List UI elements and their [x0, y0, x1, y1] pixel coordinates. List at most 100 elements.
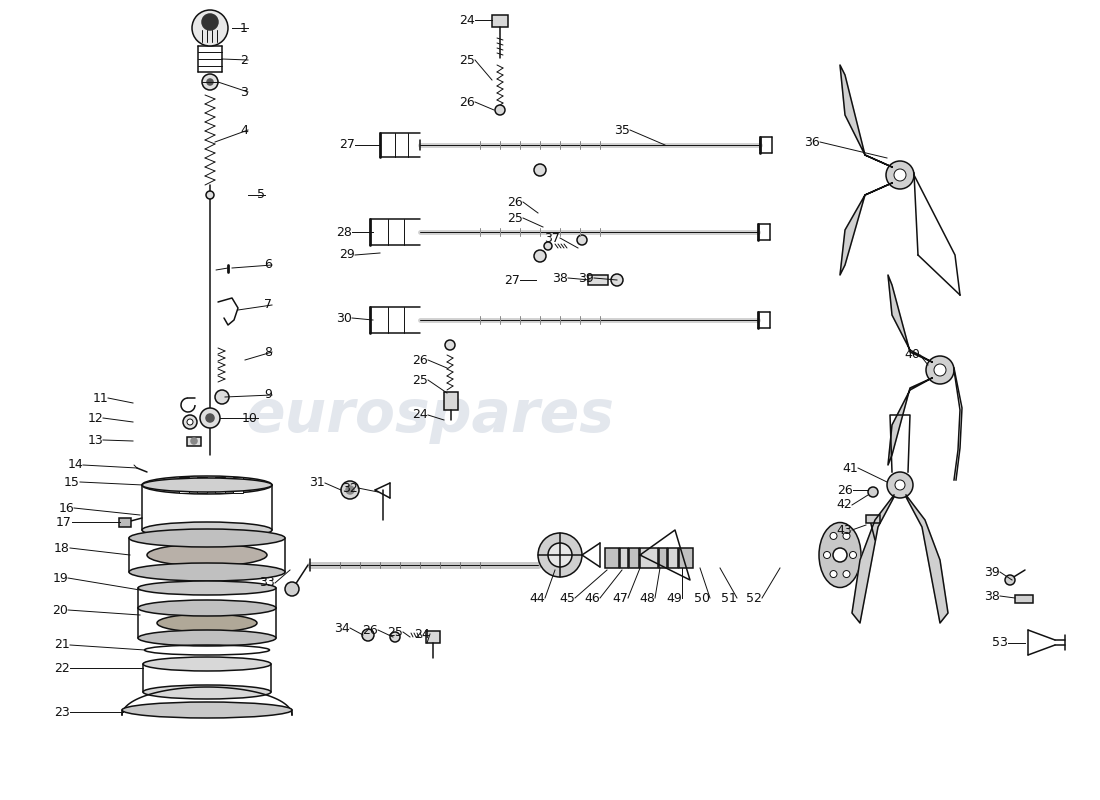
Circle shape [824, 551, 830, 558]
Text: 20: 20 [52, 603, 68, 617]
Text: 27: 27 [339, 138, 355, 151]
Circle shape [833, 548, 847, 562]
Bar [866, 515, 880, 523]
Circle shape [843, 533, 850, 539]
Bar [640, 548, 658, 568]
Circle shape [192, 10, 228, 46]
Bar [444, 392, 458, 410]
Circle shape [887, 472, 913, 498]
Ellipse shape [147, 544, 267, 566]
Ellipse shape [129, 529, 285, 547]
Bar [605, 548, 619, 568]
Text: 24: 24 [412, 409, 428, 422]
Text: 25: 25 [507, 211, 522, 225]
Circle shape [895, 480, 905, 490]
Bar [1015, 595, 1033, 603]
Bar [179, 477, 189, 493]
Text: 38: 38 [984, 590, 1000, 602]
Text: 37: 37 [544, 231, 560, 245]
Circle shape [200, 408, 220, 428]
Text: 23: 23 [54, 706, 70, 718]
Text: 10: 10 [242, 411, 258, 425]
Ellipse shape [157, 614, 257, 632]
Circle shape [362, 629, 374, 641]
Text: 4: 4 [240, 123, 248, 137]
Text: 39: 39 [579, 271, 594, 285]
Text: 38: 38 [552, 271, 568, 285]
Text: 29: 29 [339, 249, 355, 262]
Text: 11: 11 [92, 391, 108, 405]
Text: 26: 26 [362, 623, 378, 637]
Text: 5: 5 [257, 189, 265, 202]
Text: 50: 50 [694, 591, 710, 605]
Circle shape [341, 481, 359, 499]
Bar [233, 477, 243, 493]
Text: 25: 25 [412, 374, 428, 386]
Bar [426, 631, 440, 643]
Circle shape [206, 191, 214, 199]
Ellipse shape [143, 657, 271, 671]
Text: 44: 44 [529, 591, 544, 605]
Circle shape [578, 235, 587, 245]
Text: 30: 30 [337, 311, 352, 325]
Ellipse shape [820, 522, 861, 587]
Circle shape [202, 14, 218, 30]
Text: 33: 33 [260, 577, 275, 590]
Text: 46: 46 [584, 591, 600, 605]
Circle shape [544, 242, 552, 250]
Text: 51: 51 [722, 591, 737, 605]
Text: 22: 22 [54, 662, 70, 674]
Text: eurospares: eurospares [245, 386, 615, 443]
Text: 24: 24 [460, 14, 475, 26]
Circle shape [206, 414, 214, 422]
Circle shape [207, 79, 213, 85]
Text: 8: 8 [264, 346, 272, 358]
Circle shape [191, 438, 197, 444]
Circle shape [868, 487, 878, 497]
Bar [214, 477, 225, 493]
Circle shape [886, 161, 914, 189]
Bar [620, 548, 628, 568]
Text: 31: 31 [309, 477, 324, 490]
Circle shape [534, 164, 546, 176]
Circle shape [926, 356, 954, 384]
Text: 53: 53 [992, 637, 1008, 650]
Text: 26: 26 [837, 483, 852, 497]
Circle shape [830, 533, 837, 539]
Bar [629, 548, 639, 568]
Ellipse shape [122, 702, 292, 718]
Bar [119, 518, 131, 527]
Ellipse shape [142, 478, 272, 492]
Bar [197, 477, 207, 493]
Circle shape [285, 582, 299, 596]
Bar [659, 548, 667, 568]
Circle shape [548, 543, 572, 567]
Circle shape [534, 250, 546, 262]
Bar [492, 15, 508, 27]
Circle shape [1005, 575, 1015, 585]
Text: 47: 47 [612, 591, 628, 605]
Circle shape [390, 632, 400, 642]
Ellipse shape [129, 563, 285, 581]
Text: 18: 18 [54, 542, 70, 554]
Text: 14: 14 [67, 458, 82, 471]
Text: 32: 32 [342, 482, 358, 494]
Circle shape [187, 419, 192, 425]
Circle shape [346, 486, 354, 494]
Polygon shape [906, 495, 948, 623]
Text: 1: 1 [240, 22, 248, 34]
Text: 7: 7 [264, 298, 272, 311]
Text: 49: 49 [667, 591, 682, 605]
Text: 17: 17 [56, 515, 72, 529]
Text: 27: 27 [504, 274, 520, 286]
Ellipse shape [142, 522, 272, 538]
Text: 48: 48 [639, 591, 654, 605]
Ellipse shape [142, 476, 272, 494]
Text: 34: 34 [334, 622, 350, 634]
Text: 35: 35 [614, 123, 630, 137]
Text: 9: 9 [264, 389, 272, 402]
Text: 21: 21 [54, 638, 70, 651]
Bar [668, 548, 678, 568]
Circle shape [610, 274, 623, 286]
Circle shape [446, 340, 455, 350]
